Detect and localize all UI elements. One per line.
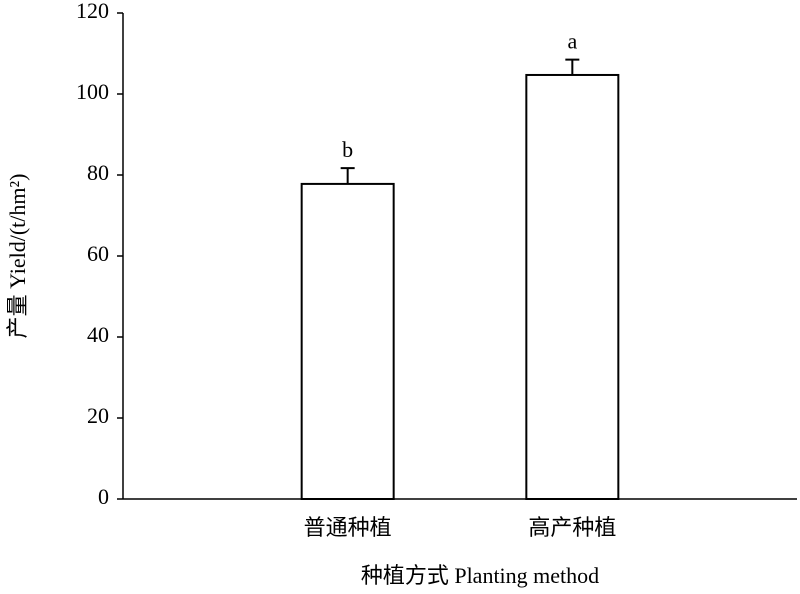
error-bar [565, 58, 580, 75]
y-tick-label: 0 [98, 484, 109, 509]
bar [525, 73, 620, 500]
y-tick-label: 20 [87, 403, 109, 428]
y-tick-label: 120 [76, 0, 109, 23]
x-axis-label: 种植方式 Planting method [361, 563, 599, 588]
significance-label: b [342, 137, 353, 162]
x-tick-label: 普通种植 [304, 515, 392, 540]
y-tick-label: 100 [76, 79, 109, 104]
y-tick-label: 80 [87, 160, 109, 185]
y-tick-label: 60 [87, 241, 109, 266]
y-axis-label: 产量 Yield/(t/hm²) [5, 174, 30, 339]
x-tick-label: 高产种植 [528, 515, 616, 540]
bar [300, 182, 395, 500]
error-bar [340, 167, 355, 184]
significance-label: a [567, 29, 577, 54]
y-tick-label: 40 [87, 322, 109, 347]
